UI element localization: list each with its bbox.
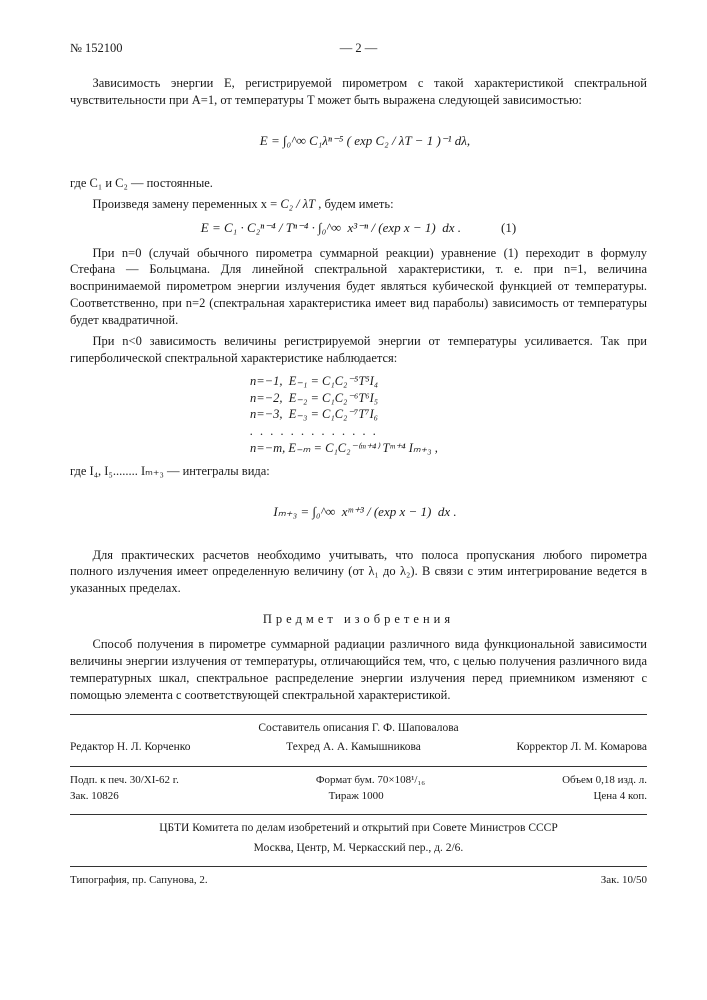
editor: Редактор Н. Л. Корченко (70, 740, 191, 756)
doc-number: № 152100 (70, 40, 123, 57)
org-line-1: ЦБТИ Комитета по делам изобретений и отк… (70, 821, 647, 837)
corrector: Корректор Л. М. Комарова (517, 740, 647, 756)
page-number: — 2 — (340, 40, 378, 57)
pubinfo-2: Зак. 10826 Тираж 1000 Цена 4 коп. (70, 789, 647, 804)
para-4: При n=0 (случай обычного пирометра сумма… (70, 245, 647, 329)
para-1: Зависимость энергии E, регистрируемой пи… (70, 75, 647, 109)
formula-1: E = ∫₀^∞ C₁λⁿ⁻⁵ ( exp C₂ / λT − 1 )⁻¹ dλ… (70, 115, 647, 168)
section-title: Предмет изобретения (70, 611, 647, 628)
formula-2: E = C₁ · C₂ⁿ⁻⁴ / Tⁿ⁻⁴ · ∫₀^∞ x³⁻ⁿ / (exp… (70, 219, 647, 237)
para-2: где C₁ и C₂ — постоянные. (70, 175, 647, 192)
pubinfo-1: Подп. к печ. 30/XI-62 г. Формат бум. 70×… (70, 773, 647, 788)
para-3a: Произведя замену переменных x = (93, 197, 281, 211)
pub1-mid: Формат бум. 70×108¹/₁₆ (316, 773, 425, 788)
header-row: № 152100 — 2 — № 152100 (70, 40, 647, 57)
divider-1 (70, 714, 647, 715)
para-3b: C₂ / λT (280, 197, 315, 211)
para-3: Произведя замену переменных x = C₂ / λT … (70, 196, 647, 213)
para-8: Способ получения в пирометре суммарной р… (70, 636, 647, 704)
formula-1-text: E = ∫₀^∞ C₁λⁿ⁻⁵ ( exp C₂ / λT − 1 )⁻¹ dλ… (260, 133, 470, 148)
case-2: n=−2, E₋₂ = C₁C₂⁻⁶T⁶I₅ (250, 390, 647, 407)
para-7: Для практических расчетов необходимо учи… (70, 547, 647, 598)
typo-left: Типография, пр. Сапунова, 2. (70, 873, 208, 888)
org-line-2: Москва, Центр, М. Черкасский пер., д. 2/… (70, 841, 647, 857)
case-dots: . . . . . . . . . . . . . (250, 423, 647, 440)
divider-3 (70, 814, 647, 815)
pub2-mid: Тираж 1000 (329, 789, 384, 804)
pub1-left: Подп. к печ. 30/XI-62 г. (70, 773, 179, 788)
typography-row: Типография, пр. Сапунова, 2. Зак. 10/50 (70, 873, 647, 888)
formula-2-label: (1) (501, 219, 516, 237)
divider-2 (70, 766, 647, 767)
formula-3-text: Iₘ₊₃ = ∫₀^∞ xᵐ⁺³ / (exp x − 1) dx . (273, 504, 456, 519)
formula-2-text: E = C₁ · C₂ⁿ⁻⁴ / Tⁿ⁻⁴ · ∫₀^∞ x³⁻ⁿ / (exp… (201, 219, 461, 237)
case-m: n=−m, E₋ₘ = C₁C₂⁻⁽ᵐ⁺⁴⁾ Tᵐ⁺⁴ Iₘ₊₃ , (250, 440, 647, 457)
para-5: При n<0 зависимость величины регистрируе… (70, 333, 647, 367)
pub1-right: Объем 0,18 изд. л. (562, 773, 647, 788)
composer-line: Составитель описания Г. Ф. Шаповалова (70, 721, 647, 737)
para-6: где I₄, I₅........ Iₘ₊₃ — интегралы вида… (70, 463, 647, 480)
pub2-left: Зак. 10826 (70, 789, 119, 804)
para-3c: , будем иметь: (315, 197, 393, 211)
divider-4 (70, 866, 647, 867)
case-3: n=−3, E₋₃ = C₁C₂⁻⁷T⁷I₆ (250, 406, 647, 423)
case-1: n=−1, E₋₁ = C₁C₂⁻⁵T⁵I₄ (250, 373, 647, 390)
page: № 152100 — 2 — № 152100 Зависимость энер… (0, 0, 707, 928)
credits-row: Редактор Н. Л. Корченко Техред А. А. Кам… (70, 740, 647, 756)
techred: Техред А. А. Камышникова (286, 740, 421, 756)
pub2-right: Цена 4 коп. (593, 789, 647, 804)
typo-right: Зак. 10/50 (601, 873, 647, 888)
cases-block: n=−1, E₋₁ = C₁C₂⁻⁵T⁵I₄ n=−2, E₋₂ = C₁C₂⁻… (250, 373, 647, 457)
formula-3: Iₘ₊₃ = ∫₀^∞ xᵐ⁺³ / (exp x − 1) dx . (70, 486, 647, 539)
